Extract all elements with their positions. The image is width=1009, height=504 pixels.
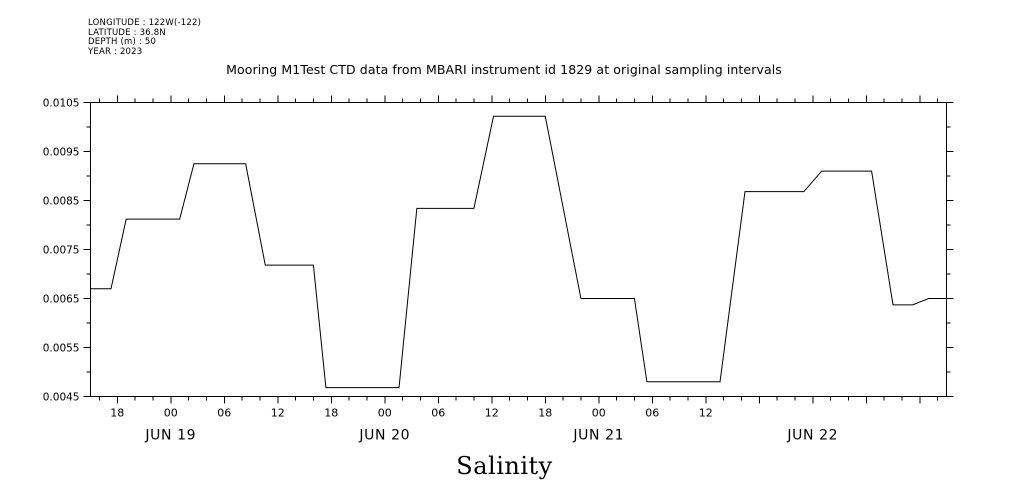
x-tick-label: 00 (378, 407, 392, 420)
x-tick-label: 12 (271, 407, 285, 420)
x-tick-label: 12 (485, 407, 499, 420)
y-tick-label: 0.0085 (43, 195, 80, 207)
chart-title: Mooring M1Test CTD data from MBARI instr… (0, 62, 1009, 77)
x-axis-day-label: JUN 19 (144, 428, 196, 444)
x-tick-label: 06 (431, 407, 445, 420)
y-tick-label: 0.0105 (43, 97, 80, 109)
x-axis-day-label: JUN 20 (358, 428, 410, 444)
y-tick-label: 0.0065 (43, 293, 80, 305)
metadata-depth: DEPTH (m) : 50 (88, 37, 157, 48)
axis-caption: Salinity (456, 452, 553, 480)
x-axis-day-label: JUN 22 (786, 428, 838, 444)
data-series (90, 115, 947, 389)
x-tick-label: 00 (592, 407, 606, 420)
y-tick-label: 0.0055 (43, 342, 80, 354)
x-axis-day-labels: JUN 19 JUN 20 JUN 21 JUN 22 (144, 428, 838, 444)
x-tick-label: 12 (699, 407, 713, 420)
plot-frame (90, 102, 947, 397)
x-axis-day-label: JUN 21 (572, 428, 624, 444)
series-line (90, 115, 947, 389)
x-axis-labels: 18 00 06 12 18 00 06 12 18 00 06 12 (110, 407, 713, 420)
y-tick-label: 0.0095 (43, 146, 80, 158)
chart-title-text: Mooring M1Test CTD data from MBARI instr… (226, 62, 782, 77)
x-tick-label: 18 (538, 407, 552, 420)
y-tick-label: 0.0075 (43, 244, 80, 256)
x-tick-label: 00 (164, 407, 178, 420)
metadata-block: LONGITUDE : 122W(-122) LATITUDE : 36.8N … (88, 18, 202, 57)
x-tick-label: 06 (645, 407, 659, 420)
x-tick-label: 06 (217, 407, 231, 420)
y-axis: 0.0045 0.0055 0.0065 0.0075 0.0085 0.0095 0.01… (43, 97, 954, 403)
x-tick-label: 18 (324, 407, 338, 420)
x-axis (98, 95, 939, 404)
metadata-longitude: LONGITUDE : 122W(-122) (88, 18, 202, 28)
y-tick-label: 0.0045 (43, 391, 80, 403)
metadata-latitude: LATITUDE : 36.8N (88, 27, 166, 38)
metadata-year: YEAR : 2023 (88, 46, 143, 57)
x-tick-label: 18 (110, 407, 124, 420)
